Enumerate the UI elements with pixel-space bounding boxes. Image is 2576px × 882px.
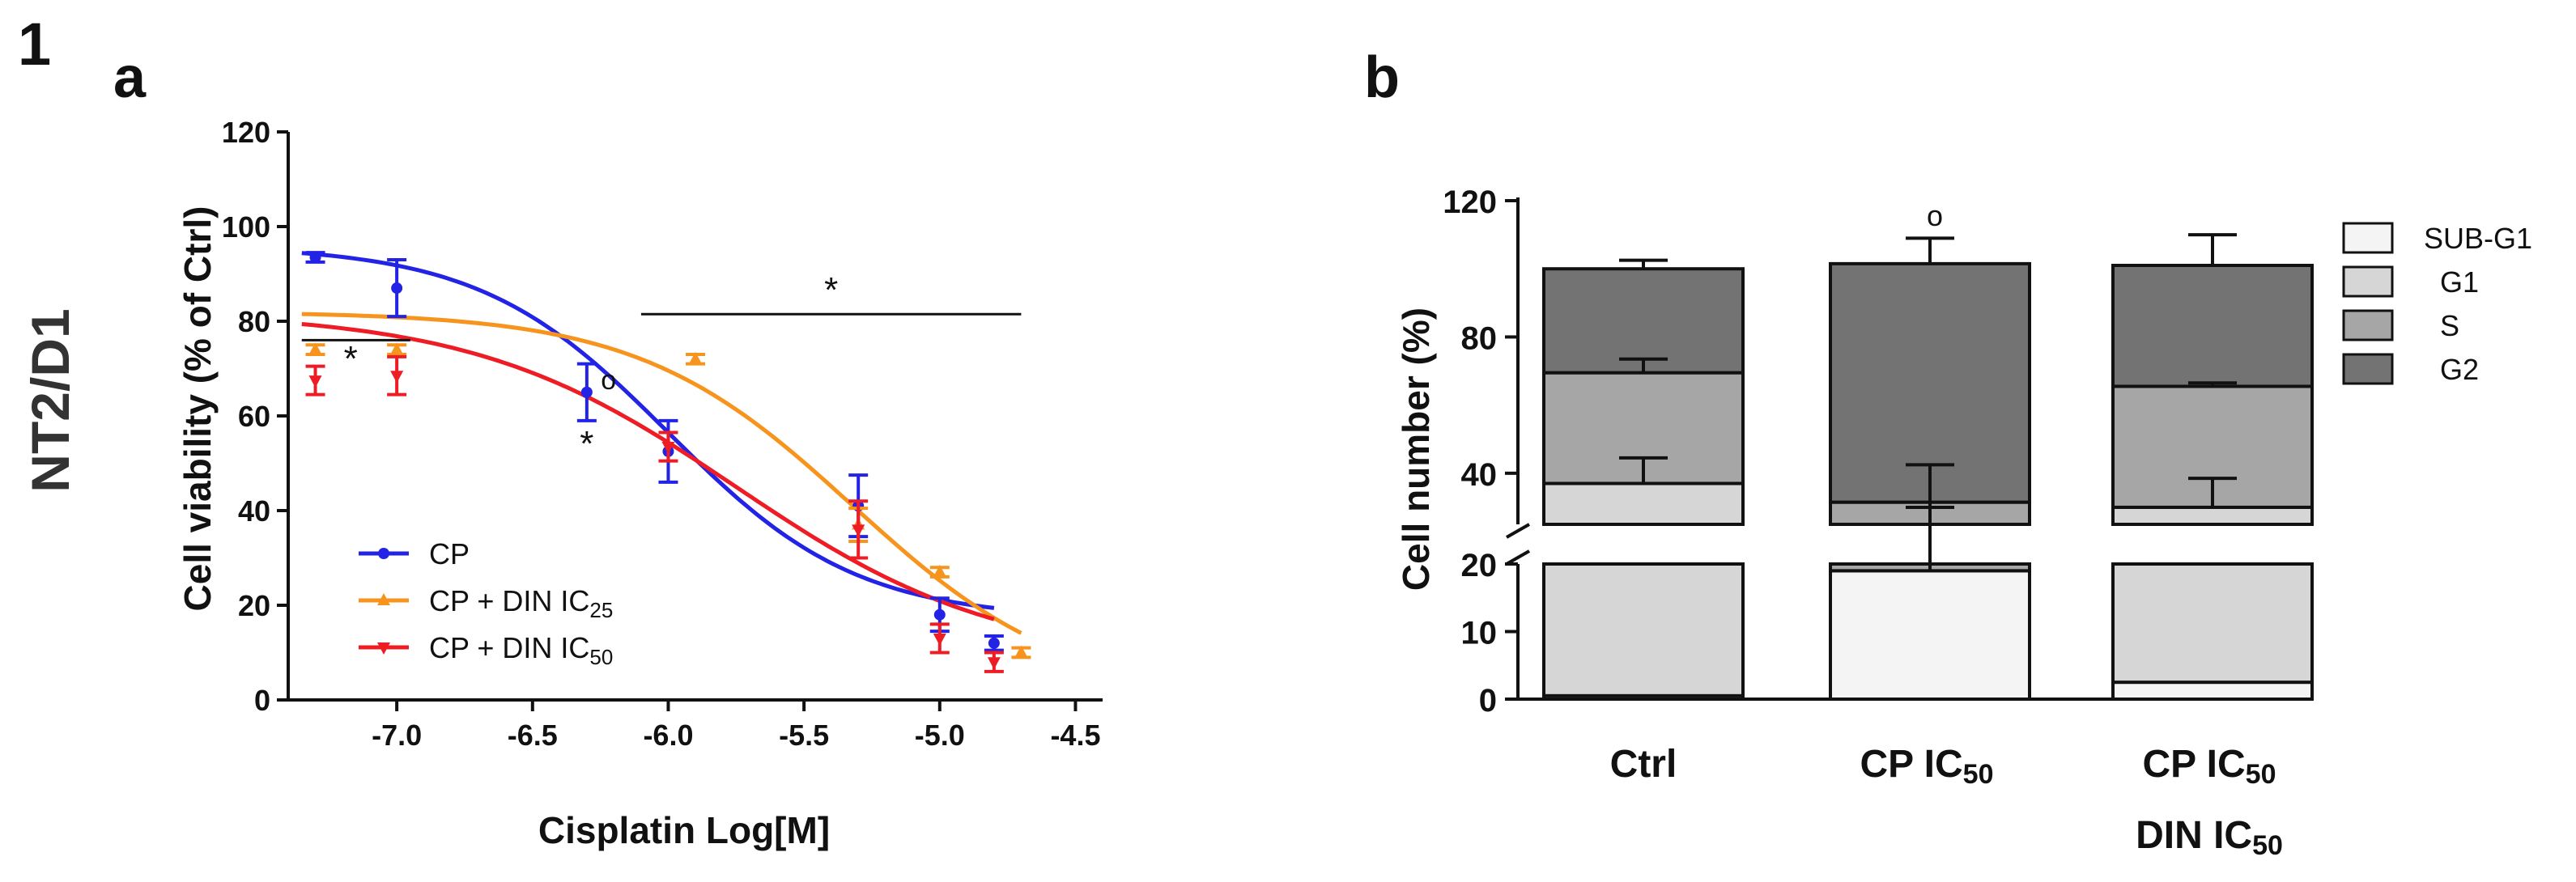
chart-a-legend: CP CP + DIN IC25 CP + DIN IC50: [359, 537, 613, 669]
y-tick-label: 40: [238, 494, 270, 528]
data-point-cp_din_ic50: [987, 657, 1001, 670]
legend-swatch-sub_g1: [2342, 222, 2394, 254]
data-point-cp_din_ic50: [661, 442, 675, 455]
legend-label-g2: G2: [2440, 353, 2479, 386]
chart-b-ylabel: Cell number (%): [1395, 307, 1437, 591]
legend-label-cp_din_ic50: CP + DIN IC50: [429, 631, 613, 669]
data-point-cp: [933, 608, 946, 621]
chart-b-annotations: o: [1927, 199, 1943, 232]
data-point-cp_din_ic50: [308, 375, 322, 388]
x-tick-label: -5.0: [915, 719, 965, 752]
y-tick-label: 40: [1461, 457, 1498, 493]
data-point-cp_din_ic25: [390, 342, 404, 355]
data-point-cp: [309, 252, 321, 264]
panel-number: 1: [18, 11, 51, 78]
y-tick-label: 80: [1461, 320, 1498, 356]
category-label: Ctrl: [1610, 743, 1677, 786]
data-point-cp_din_ic25: [689, 351, 702, 364]
data-point-cp_din_ic50: [390, 371, 404, 384]
significance-marker: *: [344, 339, 358, 379]
y-tick-label: 20: [238, 589, 270, 622]
y-tick-label: 120: [1443, 184, 1497, 220]
legend-marker-cp: [378, 548, 389, 559]
fit-curve-cp_din_ic50: [301, 322, 995, 621]
bar-segment-g1: [1542, 481, 1745, 527]
bar-segment-sub_g1: [1829, 569, 2031, 701]
axis-break-mark: [1506, 549, 1530, 566]
significance-marker: *: [580, 424, 593, 464]
bar-segment-sub_g1: [2111, 681, 2314, 701]
chart-a-annotations: * * o *: [301, 270, 1022, 464]
legend-swatch-g2: [2342, 353, 2394, 385]
chart-a-axes: 0 20 40 60 80 100 120 -7.0 -6.5 -6.0 -5.5 -5.0 -4.5: [222, 116, 1103, 752]
bar-segment-g1: [2111, 505, 2314, 527]
data-point-cp_din_ic25: [933, 565, 946, 578]
category-label: CP IC50: [2143, 743, 2276, 790]
data-point-cp: [988, 637, 1000, 649]
legend-swatch-g1: [2342, 265, 2394, 298]
data-point-cp_din_ic25: [1014, 645, 1028, 658]
y-tick-label: 0: [1479, 683, 1497, 719]
chart-b-bars: [1542, 261, 2314, 702]
y-tick-label: 100: [222, 210, 270, 244]
y-tick-label: 20: [1461, 548, 1498, 583]
significance-marker: o: [601, 365, 616, 396]
data-point-cp: [580, 386, 593, 398]
fit-curve-cp: [301, 251, 995, 610]
category-label: DIN IC50: [2136, 814, 2283, 861]
significance-marker: *: [824, 270, 838, 310]
bar-segment-g2: [1542, 267, 1745, 375]
row-label: NT2/D1: [20, 308, 80, 492]
chart-a-data-points: [305, 251, 1031, 673]
legend-label-cp_din_ic25: CP + DIN IC25: [429, 584, 613, 622]
panel-b-label: b: [1364, 45, 1400, 110]
chart-b-error-bars: [1619, 233, 2237, 571]
fit-curve-cp_din_ic25: [301, 312, 1022, 635]
legend-label-s: S: [2440, 309, 2459, 342]
x-tick-label: -6.5: [508, 719, 558, 752]
y-tick-label: 0: [254, 684, 270, 717]
legend-marker-cp_din_ic25: [377, 593, 390, 605]
x-tick-label: -7.0: [372, 719, 422, 752]
panel-a-label: a: [113, 45, 147, 110]
category-label: CP IC50: [1860, 743, 1994, 790]
y-tick-label: 80: [238, 305, 270, 338]
y-tick-label: 120: [222, 116, 270, 149]
chart-a-ylabel: Cell viability (% of Ctrl): [176, 206, 219, 612]
legend-marker-cp_din_ic50: [377, 642, 390, 655]
data-point-cp: [391, 282, 403, 295]
x-tick-label: -4.5: [1050, 719, 1100, 752]
legend-label-sub_g1: SUB-G1: [2424, 222, 2532, 255]
chart-b-legend: SUB-G1 G1 S G2: [2342, 222, 2532, 386]
bar-segment-g2: [2111, 264, 2314, 388]
legend-label-cp: CP: [429, 537, 470, 570]
data-point-cp_din_ic50: [852, 524, 865, 537]
chart-b-category-labels: Ctrl CP IC50 CP IC50 DIN IC50: [1610, 743, 2283, 861]
bar-segment-g1: [1542, 562, 1745, 698]
significance-marker: o: [1927, 199, 1943, 232]
bar-segment-g2: [1829, 261, 2031, 504]
x-tick-label: -5.5: [779, 719, 829, 752]
data-point-cp_din_ic50: [933, 633, 946, 646]
x-tick-label: -6.0: [643, 719, 693, 752]
legend-swatch-s: [2342, 309, 2394, 341]
bar-segment-g1: [2111, 562, 2314, 685]
chart-a-fit-curves: [301, 251, 1022, 635]
chart-a-xlabel: Cisplatin Log[M]: [538, 809, 830, 851]
axis-break-mark: [1506, 523, 1530, 539]
y-tick-label: 10: [1461, 616, 1498, 651]
cell-cycle-chart: 0 10 20 40 80 120 o Cell number (%) Ctrl CP IC…: [1395, 184, 2532, 861]
legend-label-g1: G1: [2440, 265, 2479, 299]
y-tick-label: 60: [238, 400, 270, 433]
data-point-cp_din_ic25: [308, 342, 322, 355]
